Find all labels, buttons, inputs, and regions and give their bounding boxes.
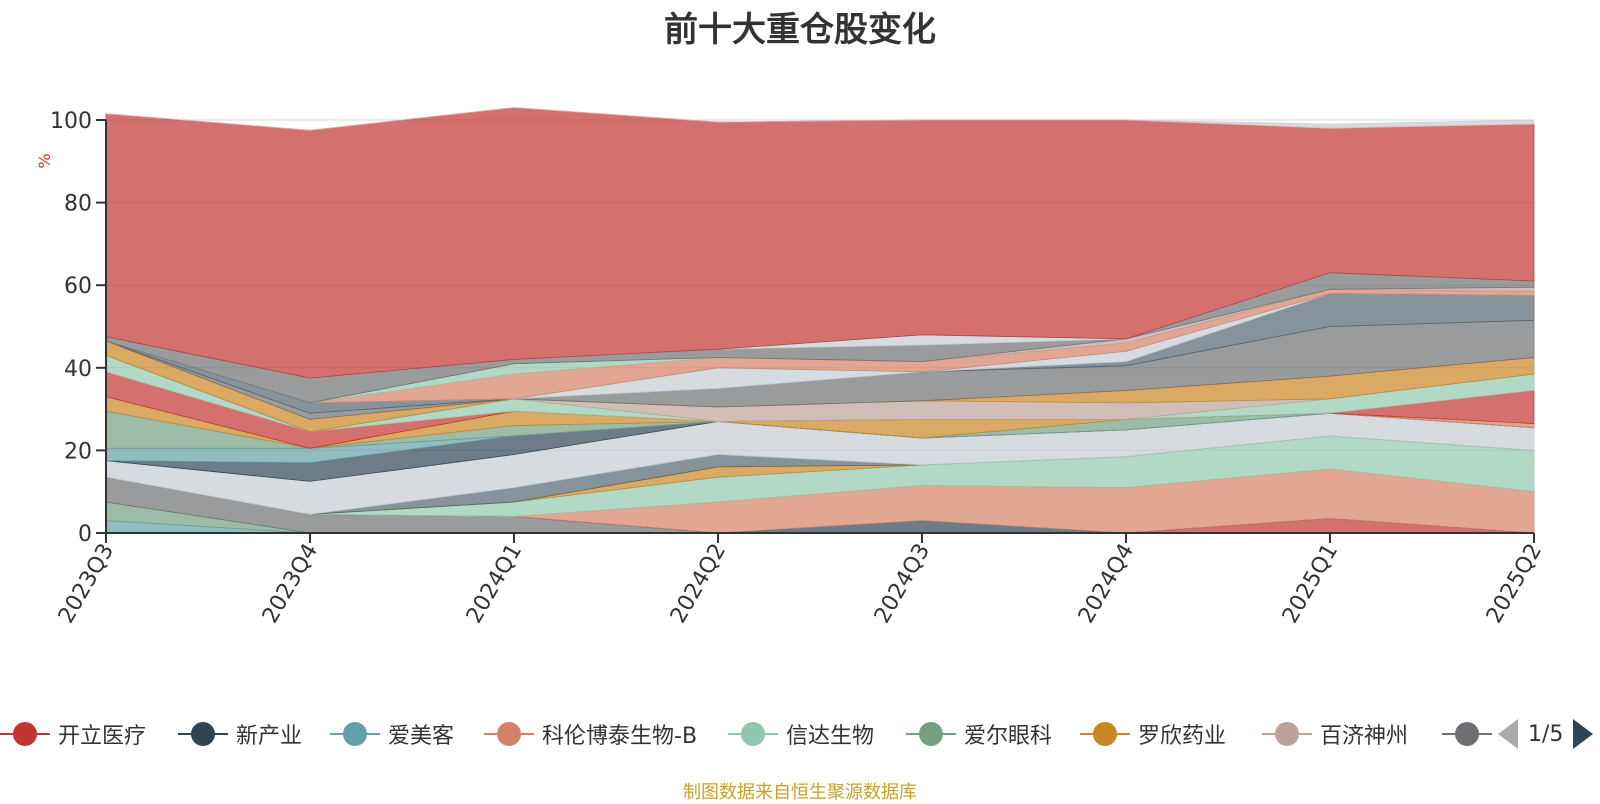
y-tick-label: 60 [64, 274, 92, 299]
legend-marker-icon [178, 712, 228, 756]
legend-label: 新产业 [236, 724, 303, 749]
area-series-28 [105, 107, 1535, 131]
legend-marker-icon [1442, 712, 1492, 756]
x-tick-label: 2025Q1 [1278, 540, 1343, 628]
legend-item[interactable]: 爱尔眼科 [906, 712, 1052, 756]
chart-title: 前十大重仓股变化 [664, 10, 936, 50]
legend-marker-icon [1262, 712, 1312, 756]
y-tick-label: 80 [64, 192, 92, 217]
legend-marker-icon [728, 712, 778, 756]
chart-legend: 开立医疗 新产业 爱美客 科伦博泰生物-B 信达生物 爱尔眼科 罗欣药业 百济神州 [0, 712, 1600, 756]
legend-item[interactable]: 信达生物 [728, 712, 874, 756]
x-tick-label: 2024Q4 [1074, 540, 1139, 628]
x-tick-label: 2023Q3 [54, 540, 119, 628]
legend-label: 开立医疗 [58, 724, 147, 749]
legend-marker-icon [484, 712, 534, 756]
legend-label: 爱美客 [388, 724, 455, 749]
legend-marker-icon [1080, 712, 1130, 756]
legend-item[interactable]: 百济神州 [1262, 712, 1408, 756]
x-tick-label: 2025Q2 [1482, 540, 1547, 628]
legend-label: 信达生物 [786, 724, 875, 749]
legend-label: 罗欣药业 [1138, 724, 1227, 749]
axes [105, 120, 1534, 534]
legend-label: 百济神州 [1320, 724, 1409, 749]
legend-page-indicator: 1/5 [1528, 721, 1564, 747]
legend-pager: 1/5 [1498, 712, 1598, 756]
y-tick-label: 0 [78, 522, 92, 547]
y-tick-label: 20 [64, 439, 92, 464]
legend-label: 科伦博泰生物-B [542, 724, 698, 749]
legend-marker-icon [0, 712, 50, 756]
y-axis-label: % [35, 153, 54, 168]
legend-item[interactable] [1442, 712, 1492, 756]
x-tick-label: 2024Q2 [666, 540, 731, 628]
area-series [105, 107, 1535, 534]
legend-label: 爱尔眼科 [964, 724, 1053, 749]
legend-prev-page-icon[interactable] [1498, 719, 1518, 749]
legend-marker-icon [906, 712, 956, 756]
y-tick-labels: 0 20 40 60 80 100 [50, 109, 106, 547]
legend-item[interactable]: 爱美客 [330, 712, 454, 756]
x-tick-label: 2024Q1 [462, 540, 527, 628]
legend-next-page-icon[interactable] [1573, 719, 1594, 749]
x-tick-label: 2023Q4 [258, 540, 323, 628]
data-source-note: 制图数据来自恒生聚源数据库 [683, 782, 917, 803]
x-tick-labels: 2023Q3 2023Q4 2024Q1 2024Q2 2024Q3 2024Q4 2025… [54, 533, 1547, 628]
x-tick-label: 2024Q3 [870, 540, 935, 628]
y-tick-label: 40 [64, 357, 92, 382]
legend-item[interactable]: 新产业 [178, 712, 302, 756]
legend-item[interactable]: 开立医疗 [0, 712, 146, 756]
legend-item[interactable]: 罗欣药业 [1080, 712, 1226, 756]
legend-item[interactable]: 科伦博泰生物-B [484, 712, 697, 756]
legend-marker-icon [330, 712, 380, 756]
y-tick-label: 100 [50, 109, 92, 134]
